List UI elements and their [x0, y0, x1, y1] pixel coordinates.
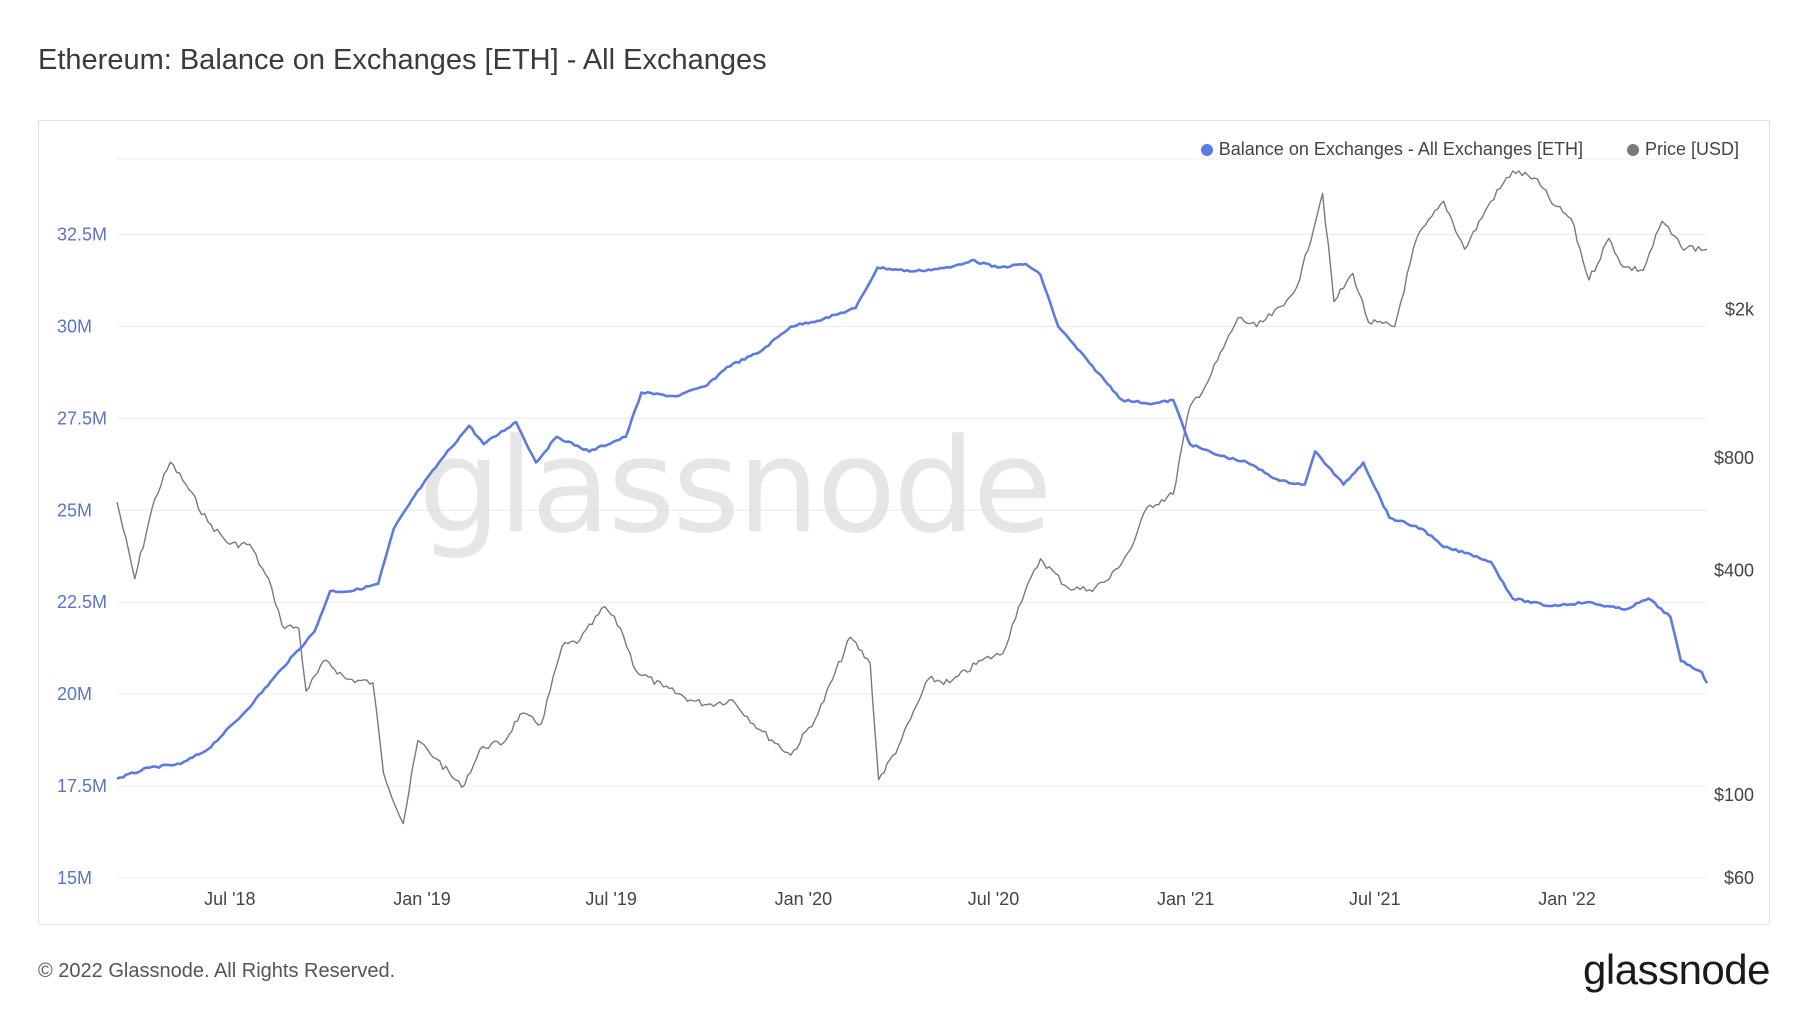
legend-item-price[interactable]: Price [USD] [1626, 139, 1739, 160]
x-axis: Jul '18 Jan '19 Jul '19 Jan '20 Jul '20 Jan '… [204, 889, 1596, 909]
left-tick-label: 20M [57, 684, 92, 704]
right-tick-label: $400 [1714, 560, 1754, 580]
copyright-text: © 2022 Glassnode. All Rights Reserved. [38, 960, 396, 982]
left-tick-label: 30M [57, 316, 92, 336]
left-tick-label: 25M [57, 500, 92, 520]
series-layer [116, 170, 1709, 825]
x-tick-label: Jan '20 [775, 889, 832, 909]
right-tick-label: $60 [1724, 868, 1754, 888]
x-tick-label: Jul '19 [585, 889, 636, 909]
left-tick-label: 22.5M [57, 592, 107, 612]
right-tick-label: $800 [1714, 448, 1754, 468]
price-series-line [116, 170, 1708, 825]
chart-legend: Balance on Exchanges - All Exchanges [ET… [1200, 139, 1739, 160]
right-tick-label: $100 [1714, 785, 1754, 805]
left-axis: 15M 17.5M 20M 22.5M 25M 27.5M 30M 32.5M [57, 225, 107, 888]
legend-item-balance[interactable]: Balance on Exchanges - All Exchanges [ET… [1200, 139, 1583, 160]
left-tick-label: 27.5M [57, 408, 107, 428]
legend-label-balance: Balance on Exchanges - All Exchanges [ET… [1218, 139, 1583, 159]
glassnode-logo[interactable]: glassnode [1583, 946, 1770, 993]
balance-series-line [116, 258, 1709, 780]
watermark-text: glassnode [418, 410, 1049, 562]
x-tick-label: Jul '18 [204, 889, 255, 909]
chart-canvas: glassnode 15M 17.5M 20M 22.5M 25M 27.5M 30M 32.… [57, 158, 1755, 909]
x-tick-label: Jul '21 [1349, 889, 1400, 909]
left-tick-label: 15M [57, 868, 92, 888]
price-dot-icon [1626, 143, 1639, 156]
left-tick-label: 32.5M [57, 225, 107, 245]
x-tick-label: Jan '19 [393, 889, 450, 909]
x-tick-label: Jul '20 [968, 889, 1019, 909]
chart-panel: glassnode 15M 17.5M 20M 22.5M 25M 27.5M 30M 32.… [38, 120, 1770, 925]
x-tick-label: Jan '22 [1538, 889, 1595, 909]
chart-title: Ethereum: Balance on Exchanges [ETH] - A… [38, 44, 767, 76]
right-axis: $60 $100 $400 $800 $2k [1714, 300, 1755, 888]
left-tick-label: 17.5M [57, 776, 107, 796]
grid-lines [117, 158, 1707, 879]
x-tick-label: Jan '21 [1157, 889, 1214, 909]
legend-label-price: Price [USD] [1644, 139, 1739, 159]
right-tick-label: $2k [1725, 300, 1755, 320]
balance-dot-icon [1200, 143, 1213, 156]
